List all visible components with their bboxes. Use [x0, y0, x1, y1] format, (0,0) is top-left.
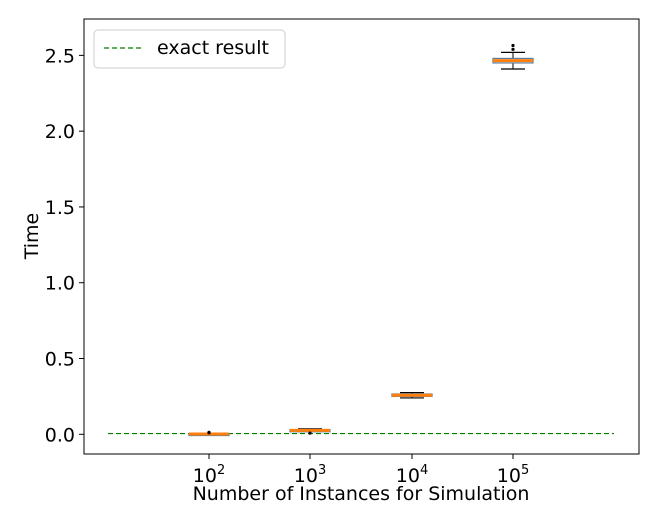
x-axis: 102 103 104 105 [193, 454, 529, 487]
legend: exact result [93, 29, 286, 69]
y-tick-label: 0.5 [45, 349, 75, 371]
box-group [188, 430, 230, 437]
y-axis-label: Time [21, 213, 43, 261]
x-tick-label: 104 [396, 463, 428, 487]
box-group [492, 43, 534, 70]
legend-box [93, 29, 286, 69]
y-tick-label: 1.5 [45, 197, 75, 219]
y-tick-label: 2.5 [45, 45, 75, 67]
x-tick-label: 105 [497, 463, 529, 487]
outlier-point [207, 430, 211, 434]
legend-label-exact-result: exact result [157, 37, 269, 59]
x-tick-label: 103 [294, 463, 326, 487]
y-axis: 0.0 0.5 1.0 1.5 2.0 2.5 [45, 45, 84, 446]
y-tick-label: 0.0 [45, 424, 75, 446]
y-tick-label: 2.0 [45, 121, 75, 143]
box-plots [188, 43, 534, 437]
box-group [289, 428, 331, 435]
x-axis-label: Number of Instances for Simulation [193, 483, 530, 505]
outlier-point [308, 431, 312, 435]
plot-area [83, 18, 640, 455]
y-tick-label: 1.0 [45, 273, 75, 295]
outlier-point [511, 47, 515, 51]
x-tick-label: 102 [193, 463, 225, 487]
box-group [391, 392, 433, 399]
outlier-point [511, 43, 515, 48]
